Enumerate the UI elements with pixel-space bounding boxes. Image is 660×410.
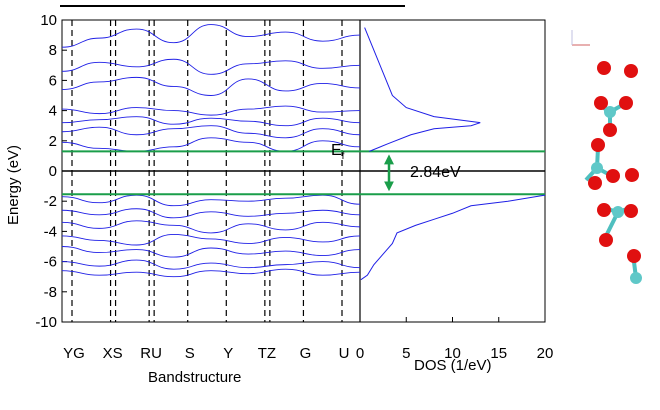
oxygen-atom — [599, 233, 613, 247]
oxygen-atom — [597, 203, 611, 217]
kpoint-label: RU — [140, 345, 162, 362]
y-tick-label: -6 — [44, 254, 57, 271]
metal-atom — [604, 106, 616, 118]
y-tick-label: 8 — [49, 42, 57, 59]
metal-atom — [591, 162, 603, 174]
kpoint-label: YG — [63, 345, 85, 362]
y-tick-label: 10 — [40, 12, 57, 29]
band-line — [61, 268, 361, 278]
dos-x-tick-label: 5 — [402, 345, 410, 362]
metal-atom — [612, 206, 624, 218]
dos-curve — [364, 27, 481, 152]
band-line — [61, 137, 361, 152]
dos-x-tick-label: 15 — [490, 345, 507, 362]
metal-atom — [630, 272, 642, 284]
y-tick-label: 6 — [49, 72, 57, 89]
band-structure-panel: 10 8 6 4 2 0 -2 -4 -6 -8 -10 YG XS RU S Y TZ G U — [35, 12, 546, 362]
y-tick-label: 2 — [49, 133, 57, 150]
oxygen-atom — [594, 96, 608, 110]
oxygen-atom — [591, 138, 605, 152]
band-line — [61, 208, 361, 219]
y-tick-label: 0 — [49, 163, 57, 180]
oxygen-atom — [624, 204, 638, 218]
dos-panel: 0 5 10 15 20 — [356, 27, 554, 362]
y-tick-label: -8 — [44, 284, 57, 301]
kpoint-label: TZ — [258, 345, 276, 362]
y-tick-label: -2 — [44, 193, 57, 210]
crystal-structure-image — [571, 30, 642, 284]
band-line — [61, 105, 361, 116]
dos-x-axis-title: DOS (1/eV) — [414, 357, 492, 374]
band-line — [61, 58, 361, 75]
y-tick-label: 4 — [49, 103, 57, 120]
fermi-label: Ef — [331, 142, 345, 162]
dos-x-tick-label: 10 — [444, 345, 461, 362]
dos-x-tick-label: 20 — [537, 345, 554, 362]
y-tick-label: -10 — [35, 314, 57, 331]
kpoint-label: Y — [223, 345, 233, 362]
band-line — [61, 259, 361, 270]
kpoint-label: S — [185, 345, 195, 362]
oxygen-atom — [627, 249, 641, 263]
oxygen-atom — [619, 96, 633, 110]
kpoint-label: XS — [103, 345, 123, 362]
band-line — [61, 24, 361, 48]
y-tick-label: -4 — [44, 223, 57, 240]
band-gap-label: 2.84eV — [410, 164, 461, 181]
dos-curve — [360, 194, 546, 281]
kpoint-label: U — [339, 345, 350, 362]
band-line — [61, 116, 361, 127]
band-line — [61, 220, 361, 234]
oxygen-atom — [624, 64, 638, 78]
dos-x-tick-label: 0 — [356, 345, 364, 362]
band-line — [61, 76, 361, 96]
oxygen-atom — [597, 61, 611, 75]
oxygen-atom — [606, 169, 620, 183]
oxygen-atom — [625, 168, 639, 182]
band-line — [61, 125, 361, 139]
kpoint-label: G — [300, 345, 312, 362]
band-x-axis-title: Bandstructure — [148, 369, 241, 386]
y-axis-title: Energy (eV) — [5, 145, 22, 225]
band-line — [61, 194, 361, 207]
oxygen-atom — [603, 123, 617, 137]
band-line — [61, 246, 361, 258]
oxygen-atom — [588, 176, 602, 190]
band-line — [61, 233, 361, 246]
